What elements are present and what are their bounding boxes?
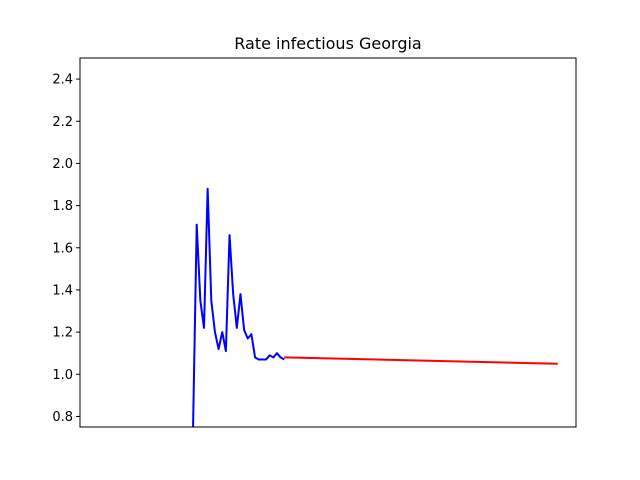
y-tick-label: 1.8 bbox=[52, 199, 73, 214]
y-tick-label: 1.2 bbox=[52, 326, 73, 341]
y-axis: 0.8 1.0 1.2 1.4 1.6 1.8 2.0 2.2 2.4 bbox=[52, 73, 80, 425]
series-line-1 bbox=[192, 187, 285, 427]
plot-lines bbox=[192, 187, 558, 427]
y-tick-label: 0.8 bbox=[52, 410, 73, 425]
series-line-2 bbox=[284, 356, 558, 365]
y-tick-label: 2.2 bbox=[52, 115, 73, 130]
y-tick-label: 1.4 bbox=[52, 283, 73, 298]
y-tick-label: 2.4 bbox=[52, 73, 73, 88]
y-tick-label: 2.0 bbox=[52, 157, 73, 172]
chart-title: Rate infectious Georgia bbox=[234, 34, 421, 53]
plot-area-frame bbox=[79, 57, 577, 428]
y-tick-label: 1.0 bbox=[52, 368, 73, 383]
y-tick-label: 1.6 bbox=[52, 241, 73, 256]
